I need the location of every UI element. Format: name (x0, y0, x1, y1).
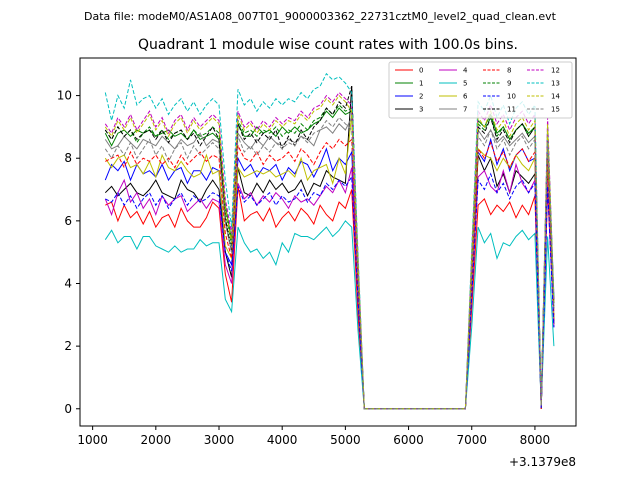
series-line-3 (104, 86, 555, 410)
legend-label: 0 (419, 67, 423, 75)
series-layer (104, 72, 555, 410)
series-line-6 (104, 114, 555, 410)
legend-label: 12 (551, 67, 560, 75)
legend-label: 13 (551, 80, 560, 88)
series-line-5 (104, 220, 555, 410)
legend-box (388, 61, 573, 119)
y-tick-label: 6 (64, 214, 72, 228)
x-tick-label: 6000 (393, 433, 424, 447)
legend-label: 4 (463, 67, 468, 75)
legend-label: 9 (507, 80, 511, 88)
series-line-0 (105, 186, 555, 410)
series-line-2 (104, 137, 555, 410)
x-tick-label: 5000 (330, 433, 361, 447)
legend-label: 10 (507, 93, 516, 101)
data-file-suptitle: Data file: modeM0/AS1A08_007T01_90000033… (84, 10, 557, 23)
plot-frame (79, 57, 577, 427)
series-line-8 (105, 138, 555, 410)
y-tick-label: 0 (64, 402, 72, 416)
series-line-4 (104, 162, 555, 410)
series-line-12 (104, 91, 555, 410)
y-tick-label: 8 (64, 151, 72, 165)
y-tick-label: 2 (64, 339, 72, 353)
y-tick-label: 4 (64, 276, 72, 290)
legend-label: 14 (551, 93, 560, 101)
legend-label: 7 (463, 106, 467, 114)
x-tick-label: 1000 (77, 433, 108, 447)
x-tick-label: 3000 (204, 433, 235, 447)
x-tick-label: 2000 (141, 433, 172, 447)
x-tick-label: 4000 (267, 433, 298, 447)
series-line-7 (104, 115, 555, 410)
series-line-9 (104, 104, 555, 410)
legend-label: 15 (551, 106, 560, 114)
series-line-10 (105, 172, 555, 410)
series-line-15 (104, 116, 555, 410)
legend-label: 6 (463, 93, 468, 101)
legend-label: 2 (419, 93, 423, 101)
legend-label: 3 (419, 106, 423, 114)
y-tick-label: 10 (57, 89, 72, 103)
x-offset-label: +3.1379e8 (509, 455, 576, 469)
x-tick-label: 7000 (456, 433, 487, 447)
series-line-14 (104, 94, 555, 410)
legend-label: 5 (463, 80, 467, 88)
legend-label: 8 (507, 67, 511, 75)
legend-label: 1 (419, 80, 423, 88)
chart-title: Quadrant 1 module wise count rates with … (138, 37, 518, 53)
legend-label: 11 (507, 106, 516, 114)
x-tick-label: 8000 (520, 433, 551, 447)
axes-layer: 1000 2000 3000 4000 5000 6000 7000 8000 0 2 4 6 8 10 (57, 89, 550, 447)
